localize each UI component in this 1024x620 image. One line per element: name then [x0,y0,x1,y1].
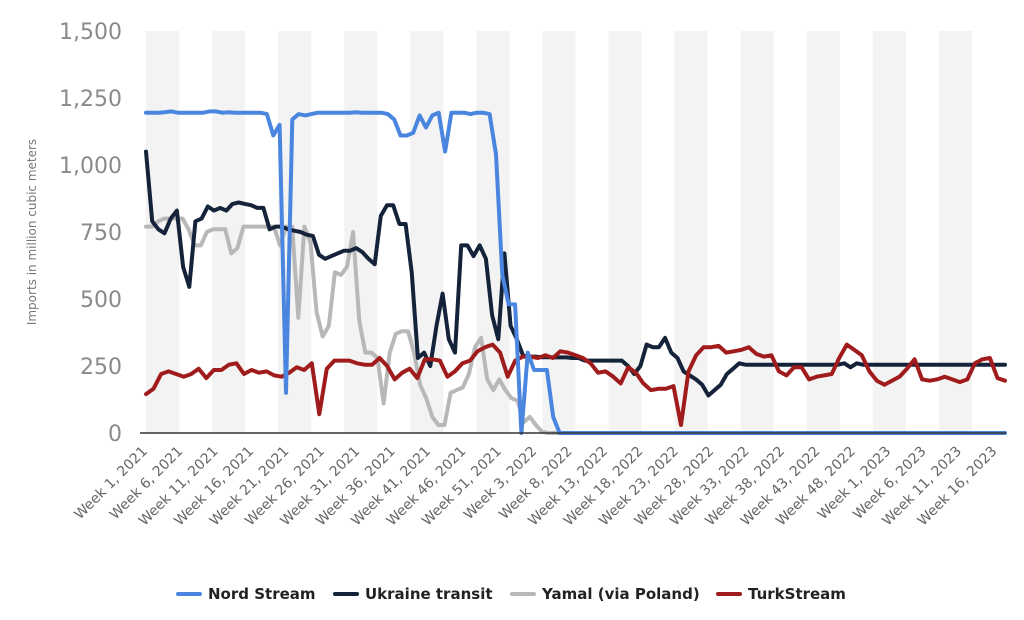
legend-label: Yamal (via Poland) [541,585,700,603]
grid-band [542,31,576,433]
y-tick-label: 1,000 [59,154,122,179]
grid-band [806,31,840,433]
grid-band [938,31,972,433]
legend: Nord Stream Ukraine transit Yamal (via Pol… [176,585,846,603]
legend-label: TurkStream [748,585,846,603]
y-axis-label: Imports in million cubic meters [25,139,39,325]
y-tick-label: 500 [80,288,122,313]
y-tick-label: 750 [80,221,122,246]
legend-label: Nord Stream [208,585,316,603]
y-tick-label: 0 [108,422,122,447]
grid-band [674,31,708,433]
y-tick-label: 250 [80,355,122,380]
legend-label: Ukraine transit [365,585,493,603]
grid-band [740,31,774,433]
y-tick-label: 1,500 [59,20,122,45]
y-axis-ticks: 1,500 1,250 1,000 750 500 250 0 [59,20,122,447]
series-line-3 [144,342,1007,427]
grid-band [344,31,378,433]
y-tick-label: 1,250 [59,87,122,112]
